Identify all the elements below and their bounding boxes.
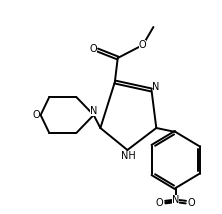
Text: O: O [89, 44, 97, 54]
Text: N: N [172, 195, 179, 205]
Text: NH: NH [121, 151, 136, 161]
Text: N: N [152, 82, 159, 92]
Text: O: O [188, 198, 195, 208]
Text: O: O [139, 40, 146, 50]
Text: N: N [90, 106, 97, 116]
Text: O: O [32, 110, 40, 120]
Text: O: O [156, 198, 164, 208]
